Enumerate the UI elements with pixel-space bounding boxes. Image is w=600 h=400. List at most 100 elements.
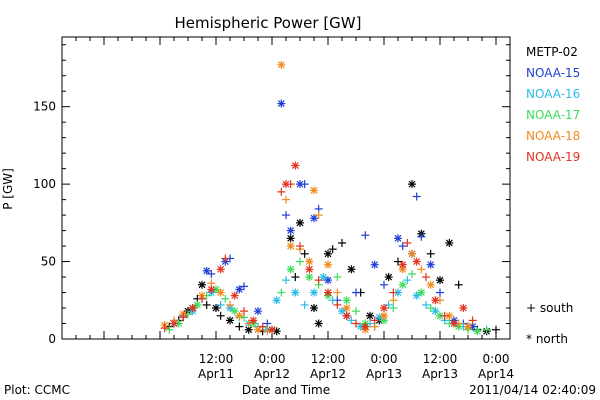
data-point-metp-02 (198, 280, 206, 289)
legend-item-noaa-18: NOAA-18 (526, 129, 580, 143)
chart-title: Hemispheric Power [GW] (175, 14, 362, 32)
data-point-metp-02 (347, 265, 356, 274)
data-point-noaa-19 (440, 311, 449, 320)
x-tick-time: 0:00 (259, 352, 286, 366)
x-axis-label: Date and Time (242, 383, 330, 397)
data-point-noaa-18 (226, 300, 234, 309)
y-tick-label: 100 (33, 177, 56, 191)
data-point-noaa-17 (165, 325, 174, 334)
legend-item-noaa-15: NOAA-15 (526, 66, 580, 80)
x-tick-time: 12:00 (423, 352, 458, 366)
data-point-noaa-18 (277, 60, 286, 69)
data-point-metp-02 (384, 273, 393, 282)
data-point-noaa-18 (408, 249, 416, 258)
data-markers (160, 60, 500, 336)
data-point-noaa-16 (216, 300, 225, 309)
marker-legend: + south * north (526, 301, 573, 346)
data-point-noaa-19 (361, 322, 370, 331)
legend-item-noaa-17: NOAA-17 (526, 108, 580, 122)
data-point-noaa-18 (310, 186, 318, 195)
data-point-metp-02 (426, 249, 435, 258)
data-point-noaa-16 (291, 288, 300, 297)
data-point-noaa-19 (352, 319, 360, 328)
data-point-noaa-18 (445, 311, 454, 320)
data-point-noaa-18 (235, 311, 244, 320)
data-point-noaa-19 (342, 311, 351, 320)
x-tick-date: Apr14 (478, 367, 514, 381)
data-point-metp-02 (314, 319, 323, 328)
data-point-noaa-19 (333, 300, 342, 309)
data-point-noaa-19 (170, 319, 178, 328)
data-point-noaa-19 (431, 296, 440, 305)
legend: METP-02 NOAA-15 NOAA-16 NOAA-17 NOAA-18 NOAA-… (526, 45, 580, 164)
data-point-noaa-17 (277, 288, 286, 297)
data-point-noaa-19 (468, 316, 477, 325)
x-tick-date: Apr13 (366, 367, 402, 381)
data-point-metp-02 (310, 304, 318, 313)
x-tick-time: 0:00 (483, 352, 510, 366)
data-point-noaa-16 (431, 307, 440, 316)
data-point-metp-02 (408, 180, 416, 189)
data-point-noaa-15 (202, 266, 211, 275)
data-point-noaa-15 (324, 276, 332, 285)
data-point-noaa-15 (394, 234, 402, 243)
data-point-metp-02 (202, 300, 211, 309)
data-point-noaa-16 (384, 300, 393, 309)
data-point-noaa-19 (398, 260, 407, 269)
data-point-noaa-18 (342, 304, 351, 313)
data-point-noaa-15 (282, 211, 290, 220)
marker-legend-north: * north (526, 332, 568, 346)
data-point-noaa-18 (244, 319, 253, 328)
data-point-noaa-17 (426, 304, 435, 313)
data-point-noaa-19 (188, 304, 197, 313)
data-point-noaa-19 (160, 324, 169, 333)
data-point-metp-02 (394, 257, 402, 266)
data-point-metp-02 (296, 218, 304, 227)
data-point-noaa-18 (216, 288, 225, 297)
data-point-metp-02 (212, 304, 220, 313)
y-tick-label: 0 (48, 332, 56, 346)
data-point-metp-02 (226, 316, 234, 325)
legend-item-noaa-19: NOAA-19 (526, 150, 580, 164)
data-point-noaa-19 (277, 187, 286, 196)
data-point-metp-02 (244, 325, 253, 334)
data-point-noaa-19 (324, 288, 332, 297)
data-point-noaa-19 (305, 265, 314, 274)
data-point-metp-02 (286, 234, 295, 243)
data-point-noaa-18 (324, 260, 332, 269)
data-point-metp-02 (328, 245, 337, 254)
data-point-noaa-19 (240, 307, 248, 316)
data-point-noaa-16 (412, 291, 421, 300)
data-point-metp-02 (445, 238, 454, 247)
data-point-metp-02 (291, 273, 300, 282)
data-point-noaa-15 (300, 180, 309, 189)
data-point-noaa-15 (436, 288, 444, 297)
x-tick-date: Apr13 (422, 367, 458, 381)
legend-item-noaa-16: NOAA-16 (526, 87, 580, 101)
data-point-noaa-17 (482, 325, 491, 334)
data-point-noaa-19 (249, 316, 258, 325)
data-point-noaa-15 (277, 99, 286, 108)
data-point-noaa-17 (408, 269, 416, 278)
data-point-metp-02 (492, 325, 500, 334)
data-point-noaa-19 (380, 304, 388, 313)
data-point-noaa-17 (342, 296, 351, 305)
data-point-noaa-18 (286, 242, 295, 251)
data-point-noaa-18 (380, 311, 388, 320)
data-point-noaa-15 (361, 231, 370, 240)
x-tick-time: 0:00 (371, 352, 398, 366)
data-point-noaa-19 (198, 294, 206, 303)
data-point-noaa-17 (436, 311, 444, 320)
data-point-noaa-19 (450, 319, 458, 328)
data-point-noaa-19 (412, 257, 421, 266)
x-tick-date: Apr12 (254, 367, 290, 381)
data-point-noaa-16 (282, 276, 290, 285)
plot-timestamp: 2011/04/14 02:40:09 (469, 383, 596, 397)
data-point-noaa-17 (389, 304, 398, 313)
data-point-noaa-15 (370, 260, 379, 269)
data-point-noaa-15 (235, 285, 244, 294)
y-axis: 0 50 100 150 (33, 44, 510, 346)
data-point-noaa-17 (305, 273, 314, 282)
data-point-noaa-18 (464, 322, 472, 331)
